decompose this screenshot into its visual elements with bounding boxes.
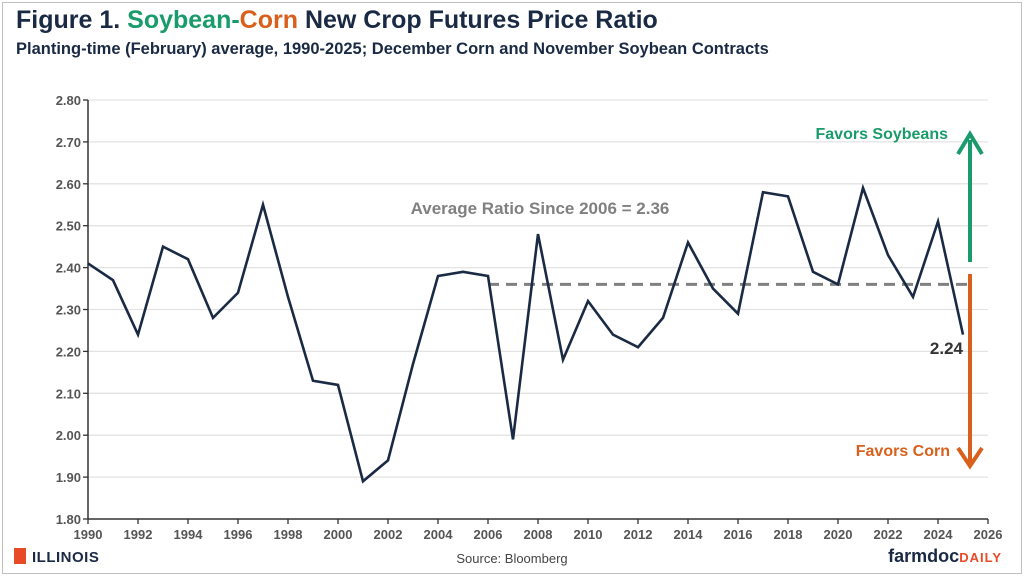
x-tick-label: 1996 xyxy=(224,527,253,542)
y-tick-label: 2.80 xyxy=(56,93,81,108)
y-tick-label: 2.70 xyxy=(56,135,81,150)
x-tick-label: 2026 xyxy=(974,527,1003,542)
x-tick-label: 2000 xyxy=(324,527,353,542)
y-tick-label: 2.40 xyxy=(56,261,81,276)
source-note: Source: Bloomberg xyxy=(456,551,568,566)
down-arrow-icon xyxy=(956,446,984,470)
chart-subtitle: Planting-time (February) average, 1990-2… xyxy=(16,40,769,58)
title-soybean: Soybean xyxy=(127,6,232,34)
x-tick-label: 2016 xyxy=(724,527,753,542)
title-prefix: Figure 1. xyxy=(16,6,128,34)
daily-logo-text: DAILY xyxy=(959,550,1002,565)
series-line xyxy=(87,183,965,484)
x-tick-label: 2008 xyxy=(524,527,553,542)
title-corn: Corn xyxy=(239,6,298,34)
x-tick-label: 2010 xyxy=(574,527,603,542)
title-suffix: New Crop Futures Price Ratio xyxy=(298,6,658,34)
x-tick-label: 2006 xyxy=(474,527,503,542)
up-arrow-icon xyxy=(956,130,984,156)
y-tick-label: 2.50 xyxy=(56,219,81,234)
title-dash: - xyxy=(231,6,240,34)
x-tick-label: 2022 xyxy=(874,527,903,542)
x-tick-label: 2012 xyxy=(624,527,653,542)
y-tick-label: 1.90 xyxy=(56,470,81,485)
x-tick-label: 1998 xyxy=(274,527,303,542)
y-tick-label: 2.00 xyxy=(56,428,81,443)
average-label: Average Ratio Since 2006 = 2.36 xyxy=(411,199,670,218)
y-tick-label: 2.60 xyxy=(56,177,81,192)
y-tick-label: 2.10 xyxy=(56,386,81,401)
illinois-logo-text: ILLINOIS xyxy=(32,549,100,566)
x-tick-label: 2018 xyxy=(774,527,803,542)
illinois-logo: ILLINOIS xyxy=(14,548,99,566)
x-tick-label: 2014 xyxy=(674,527,704,542)
x-tick-label: 2004 xyxy=(424,527,454,542)
y-tick-label: 1.80 xyxy=(56,512,81,527)
farmdoc-daily-logo: farmdocDAILY xyxy=(888,546,1002,567)
favors-soybeans-label: Favors Soybeans xyxy=(816,126,949,143)
favors-corn-label: Favors Corn xyxy=(856,443,950,460)
x-tick-label: 1992 xyxy=(124,527,153,542)
x-tick-label: 2024 xyxy=(924,527,954,542)
x-tick-label: 2020 xyxy=(824,527,853,542)
x-tick-label: 1990 xyxy=(74,527,103,542)
y-tick-label: 2.20 xyxy=(56,344,81,359)
x-tick-label: 2002 xyxy=(374,527,403,542)
chart-title: Figure 1. Soybean-Corn New Crop Futures … xyxy=(16,6,658,35)
y-tick-label: 2.30 xyxy=(56,303,81,318)
x-tick-label: 1994 xyxy=(174,527,204,542)
farmdoc-logo-text: farmdoc xyxy=(888,546,960,566)
last-value-label: 2.24 xyxy=(930,339,964,358)
illinois-block-i-icon xyxy=(14,548,26,564)
